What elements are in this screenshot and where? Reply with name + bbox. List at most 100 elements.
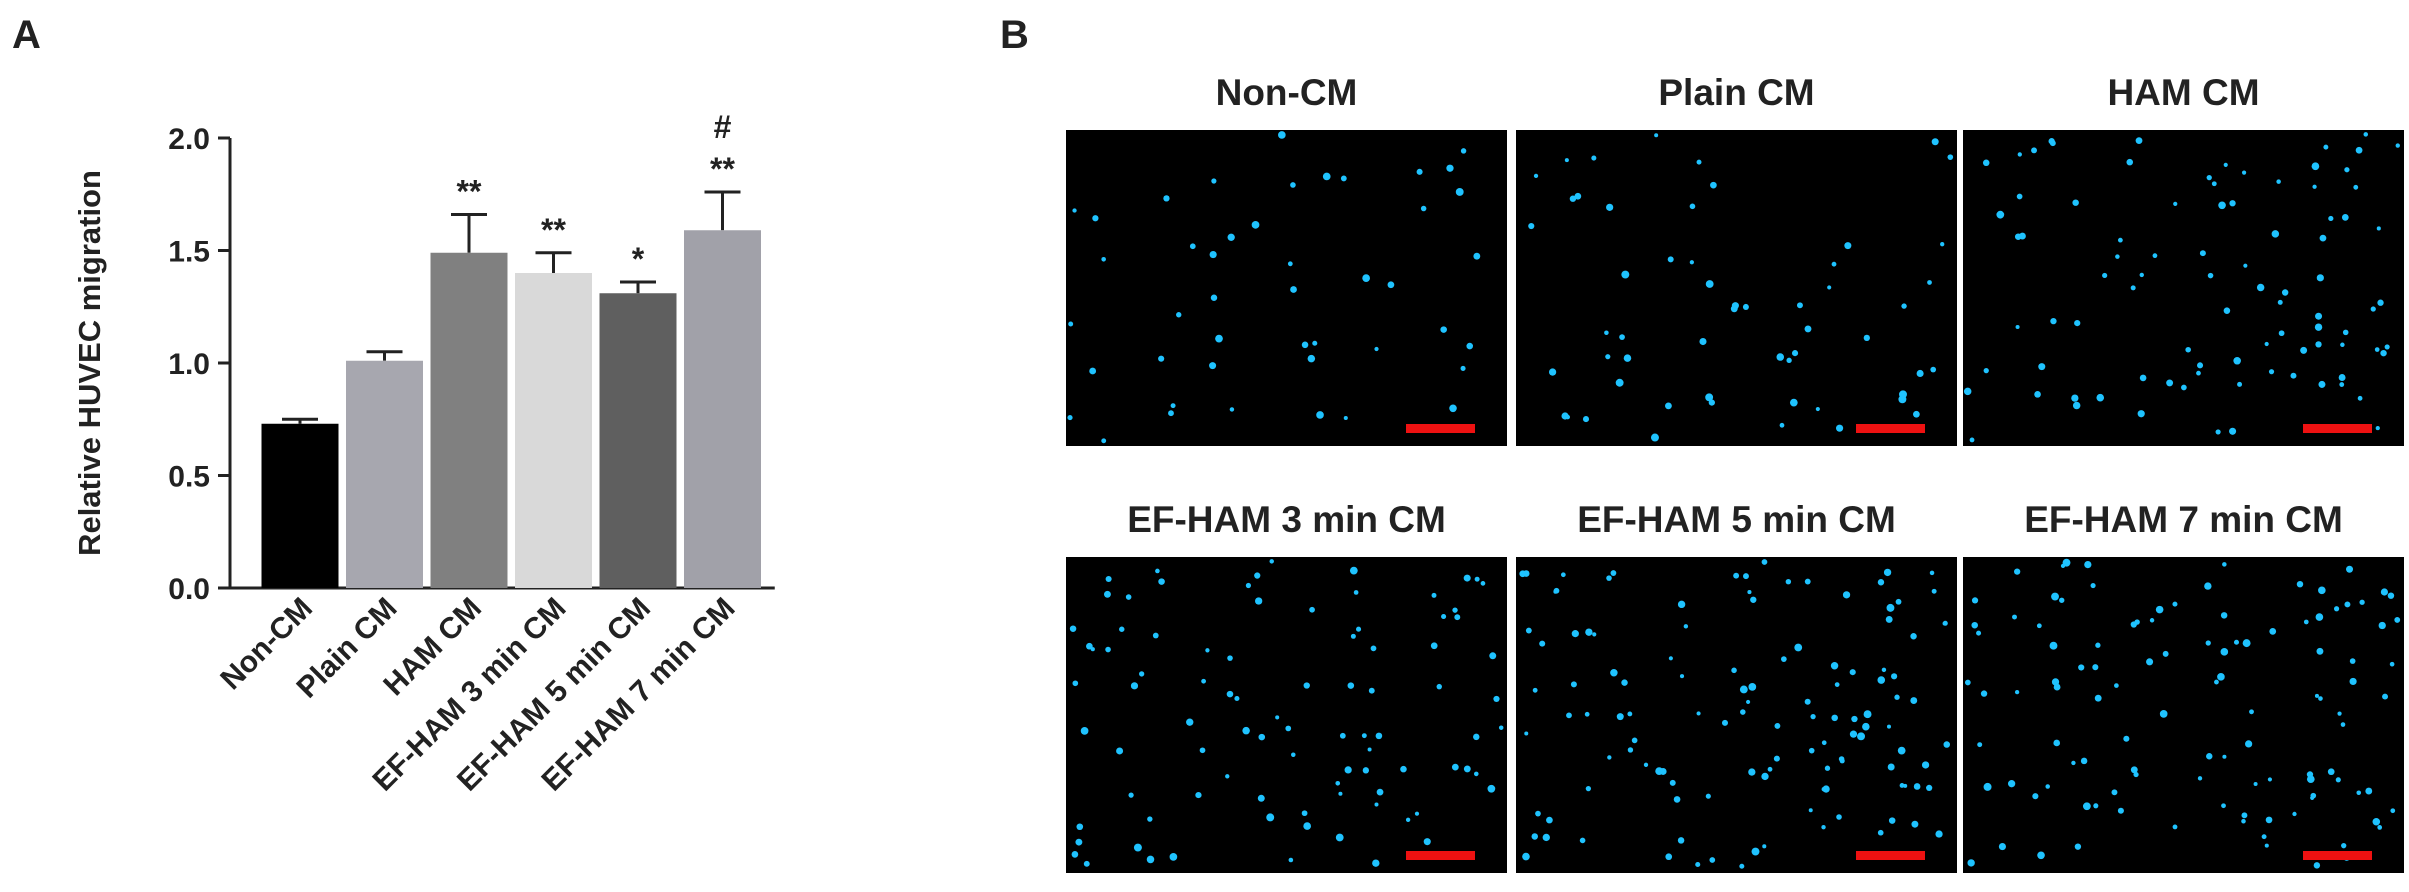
cell-dot [2149, 618, 2155, 623]
cell-dot [1667, 256, 1674, 263]
cell-dot [1116, 747, 1124, 755]
cell-dot [1291, 752, 1296, 757]
cell-dot [1983, 367, 1989, 374]
cell-dot [2389, 661, 2395, 667]
cell-dot [2223, 307, 2231, 314]
cell-dot [1967, 859, 1975, 867]
cell-dot [2277, 299, 2283, 305]
cell-dot [2152, 253, 2158, 259]
cell-dot [2335, 777, 2341, 783]
cell-dot [1750, 596, 1757, 603]
cell-dot [1195, 791, 1202, 799]
cell-dot [1964, 679, 1971, 686]
cell-dot [1535, 810, 1541, 817]
cell-dot [2220, 612, 2228, 619]
significance-label: ** [457, 174, 482, 210]
cell-dot [1416, 168, 1423, 175]
cell-dot [2206, 174, 2212, 181]
cell-dot [1463, 574, 1471, 582]
cell-dot [1616, 713, 1624, 721]
cell-dot [2115, 254, 2120, 259]
cell-dot [1561, 412, 1569, 420]
cell-dot [1881, 667, 1887, 673]
cell-dot [2014, 233, 2022, 240]
cell-dot [2134, 619, 2140, 625]
cell-dot [2374, 347, 2380, 352]
cell-dot [2341, 213, 2349, 221]
cell-dot [1585, 785, 1592, 792]
cell-dot [2314, 323, 2323, 331]
micrograph [1963, 557, 2404, 873]
cell-dot [1201, 678, 1206, 684]
cell-dot [1089, 367, 1097, 375]
cell-dot [2123, 735, 2130, 742]
cell-dot [1146, 855, 1155, 864]
bar [430, 252, 508, 588]
cell-dot [1125, 594, 1132, 600]
cell-dot [1466, 342, 1474, 350]
cell-dot [2264, 341, 2269, 347]
cell-dot [1374, 346, 1379, 352]
cell-dot [1815, 406, 1820, 412]
cell-dot [1677, 600, 1686, 609]
cell-dot [1258, 733, 1266, 741]
cell-dot [2241, 818, 2246, 824]
cell-dot [1071, 851, 1079, 858]
cell-dot [1943, 741, 1951, 748]
cell-dot [1147, 816, 1153, 822]
cell-dot [2146, 658, 2154, 666]
cell-dot [1619, 334, 1625, 341]
cell-dot [2053, 683, 2061, 691]
cell-dot [2014, 568, 2021, 575]
cell-dot [2117, 237, 2123, 243]
cell-dot [2197, 776, 2203, 781]
cell-dot [2059, 597, 2065, 603]
cell-dot [1579, 837, 1586, 844]
cell-dot [1921, 761, 1930, 769]
cell-dot [1290, 182, 1296, 188]
cell-dot [1309, 606, 1315, 613]
cell-dot [1301, 810, 1308, 817]
cell-dot [2090, 582, 2096, 589]
cell-dot [1155, 568, 1160, 574]
cell-dot [1730, 305, 1738, 313]
cell-dot [1836, 424, 1844, 432]
cell-dot [1489, 652, 1497, 660]
cell-dot [2363, 132, 2369, 137]
cell-dot [2384, 344, 2390, 350]
cell-dot [1387, 281, 1395, 289]
cell-dot [1930, 366, 1937, 373]
scale-bar [1406, 851, 1475, 860]
cell-dot [1887, 763, 1895, 771]
cell-dot [1786, 357, 1792, 364]
cell-dot [2268, 369, 2275, 375]
cell-dot [1773, 755, 1780, 762]
cell-dot [1836, 814, 1842, 820]
cell-dot [1947, 154, 1954, 160]
cell-dot [2233, 356, 2241, 365]
cell-dot [2094, 694, 2102, 702]
cell-dot [1473, 252, 1481, 260]
cell-dot [2014, 690, 2020, 695]
cell-dot [2233, 639, 2240, 645]
cell-dot [1863, 710, 1872, 719]
cell-dot [2053, 739, 2061, 747]
cell-dot [1322, 172, 1331, 181]
cell-dot [1101, 256, 1106, 262]
cell-dot [2074, 320, 2081, 327]
cell-dot [2220, 648, 2229, 656]
cell-dot [2130, 285, 2136, 291]
cell-dot [2034, 391, 2041, 398]
cell-dot [1767, 766, 1773, 772]
cell-dot [1940, 242, 1945, 247]
cell-dot [1748, 682, 1757, 691]
cell-dot [2306, 775, 2315, 784]
cell-dot [1877, 676, 1886, 684]
cell-dot [1229, 407, 1235, 412]
cell-dot [1361, 733, 1367, 739]
cell-dot [2060, 563, 2066, 568]
cell-dot [2349, 677, 2357, 686]
cell-dot [1376, 788, 1384, 796]
cell-dot [1931, 588, 1937, 594]
cell-dot [1822, 785, 1830, 793]
